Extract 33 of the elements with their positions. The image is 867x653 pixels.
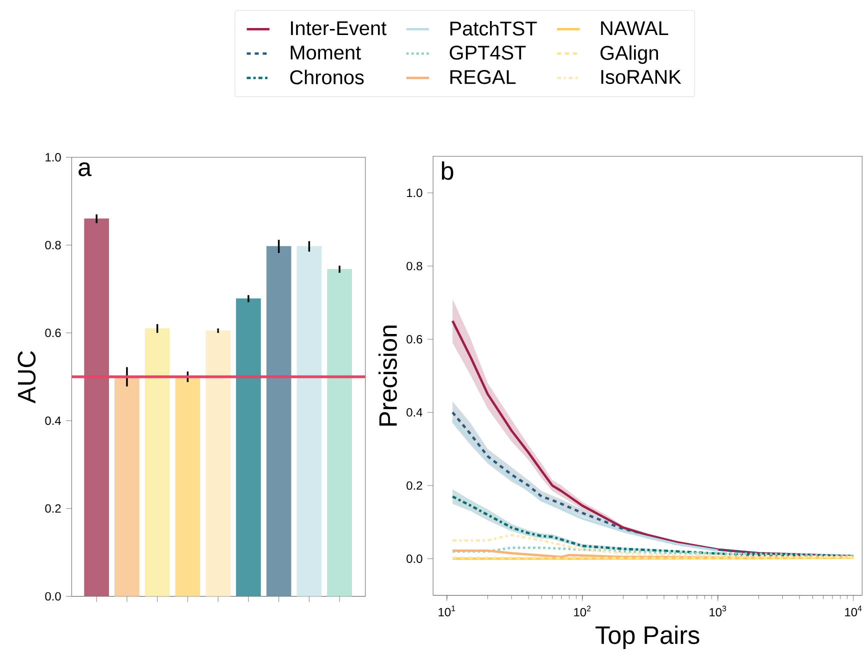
legend-label: REGAL <box>450 70 516 84</box>
y-tick-label: 0.0 <box>406 554 422 563</box>
chart-title: b <box>442 161 454 180</box>
y-tick-label: 0.4 <box>406 408 422 416</box>
x-tick-label: 10$^{2}$ <box>574 605 591 616</box>
x-axis-title: Top Pairs <box>596 625 700 649</box>
y-tick-label: 0.8 <box>45 240 61 250</box>
legend-label: NAWAL <box>601 21 668 35</box>
y-axis-title: Precision <box>378 325 397 426</box>
y-tick-label: 0.4 <box>45 416 61 425</box>
legend-label: IsoRANK <box>601 70 682 84</box>
x-tick-label: 10$^{3}$ <box>710 605 726 616</box>
y-tick-label: 0.6 <box>406 334 422 344</box>
y-tick-label: 0.2 <box>45 504 61 513</box>
y-tick-label: 0.6 <box>45 328 61 337</box>
y-tick-label: 0.8 <box>406 262 422 270</box>
x-tick-label: 10$^{4}$ <box>845 605 862 616</box>
y-tick-label: 0.2 <box>406 481 422 490</box>
y-tick-label: 1.0 <box>46 152 61 162</box>
legend-label: Chronos <box>290 70 364 84</box>
legend-label: Inter-Event <box>291 21 386 35</box>
y-tick-label: 0.0 <box>45 592 61 600</box>
chart-title: a <box>78 162 92 176</box>
legend-label: GAlign <box>600 45 658 64</box>
y-axis-title: AUC <box>18 350 36 404</box>
bar <box>296 246 322 596</box>
x-tick-label: 10$^{1}$ <box>438 605 456 616</box>
legend-label: Moment <box>290 45 361 60</box>
bar <box>206 330 230 596</box>
bar <box>144 328 170 596</box>
legend-label: GPT4ST <box>450 45 526 60</box>
y-tick-label: 1.0 <box>407 188 422 197</box>
legend-label: PatchTST <box>450 20 537 36</box>
